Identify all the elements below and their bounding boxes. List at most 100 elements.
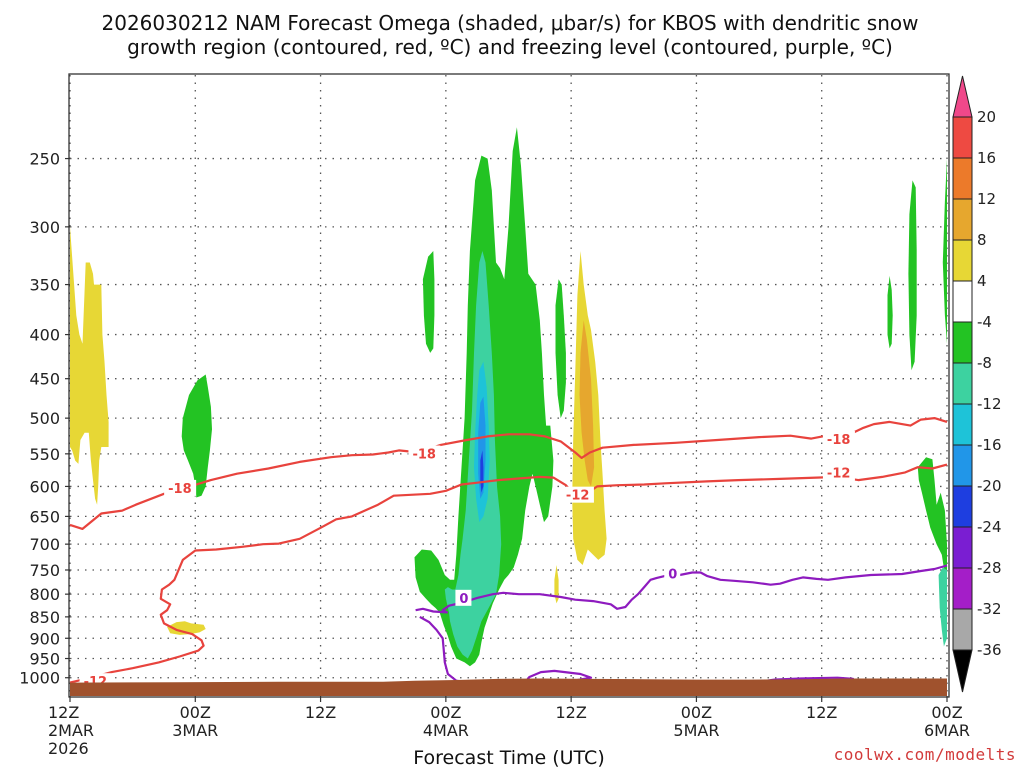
colorbar-seg-3 <box>952 239 973 282</box>
colorbar-seg-12 <box>952 608 973 651</box>
omega-region-11 <box>938 567 947 647</box>
ytick-label-950: 950 <box>29 650 60 669</box>
omega-region-17 <box>554 565 559 604</box>
contour-label-2-0: 0 <box>459 592 468 607</box>
xtick-label-h36-0: 00Z <box>430 703 461 722</box>
colorbar-label-5: -4 <box>977 313 992 331</box>
colorbar-bottom-triangle <box>952 649 973 693</box>
contour-label-1-1: -12 <box>566 489 590 504</box>
xtick-label-h12-0: 00Z <box>180 703 211 722</box>
contour-label-0-0: -18 <box>168 482 192 497</box>
surface-terrain <box>70 678 947 696</box>
contour-label-bg <box>822 464 855 481</box>
ytick-label-500: 500 <box>29 409 60 428</box>
omega-region-10 <box>444 251 502 659</box>
contour-label-0-1: -18 <box>412 448 436 463</box>
contour-1 <box>69 463 948 684</box>
xtick-label-h48-0: 12Z <box>555 703 586 722</box>
colorbar-label-2: 12 <box>977 190 996 208</box>
ytick-label-800: 800 <box>29 585 60 604</box>
omega-region-13 <box>478 396 486 499</box>
colorbar-label-9: -20 <box>977 477 1002 495</box>
ytick-label-300: 300 <box>29 218 60 237</box>
colorbar-seg-9 <box>952 485 973 528</box>
ytick-label-550: 550 <box>29 445 60 464</box>
omega-region-0 <box>70 226 109 505</box>
y-axis-ticks: 250 300 350 400 450 500 550 600 650 700 750 800 850 9… <box>19 150 70 688</box>
colorbar-label-3: 8 <box>977 231 987 249</box>
xtick-label-h72-0: 12Z <box>806 703 837 722</box>
xtick-label-h0-0: 12Z <box>48 703 79 722</box>
colorbar-label-8: -16 <box>977 436 1002 454</box>
colorbar-label-11: -28 <box>977 559 1002 577</box>
xtick-label-h24-0: 12Z <box>305 703 336 722</box>
xtick-label-h0-2: 2026 <box>48 739 89 758</box>
contour-label-bg <box>455 589 472 606</box>
colorbar-seg-7 <box>952 403 973 446</box>
chart-title-line1: 2026030212 NAM Forecast Omega (shaded, μ… <box>102 11 919 35</box>
contour-label-0-2: -18 <box>827 433 851 448</box>
colorbar-label-13: -36 <box>977 641 1002 659</box>
colorbar-seg-11 <box>952 567 973 610</box>
omega-region-1 <box>167 621 206 635</box>
xtick-label-h12-1: 3MAR <box>172 721 218 740</box>
terrain-fill <box>70 678 947 696</box>
credit-text: coolwx.com/modelts <box>834 745 1016 764</box>
colorbar-seg-2 <box>952 198 973 241</box>
ytick-label-600: 600 <box>29 477 60 496</box>
ytick-label-900: 900 <box>29 629 60 648</box>
colorbar-seg-5 <box>952 321 973 364</box>
contour-label-bg <box>561 486 594 503</box>
contour-label-bg <box>664 565 681 582</box>
colorbar-label-12: -32 <box>977 600 1002 618</box>
ytick-label-1000: 1000 <box>19 669 60 688</box>
omega-region-9 <box>917 457 947 575</box>
colorbar-seg-10 <box>952 526 973 569</box>
ytick-label-650: 650 <box>29 507 60 526</box>
colorbar-seg-8 <box>952 444 973 487</box>
omega-region-16 <box>579 320 595 487</box>
ytick-label-450: 450 <box>29 370 60 389</box>
colorbar-seg-6 <box>952 362 973 405</box>
ytick-label-350: 350 <box>29 276 60 295</box>
contour-label-bg <box>408 445 441 462</box>
contour-label-2-1: 0 <box>668 567 677 582</box>
colorbar-seg-4 <box>952 280 973 323</box>
x-axis-label: Forecast Time (UTC) <box>413 747 604 768</box>
contour-label-1-2: -12 <box>827 467 851 482</box>
colorbar-label-4: 4 <box>977 272 987 290</box>
chart-title-line2: growth region (contoured, red, ºC) and f… <box>127 35 893 59</box>
omega-shading <box>70 127 947 667</box>
omega-region-5 <box>555 279 566 419</box>
contour-2 <box>415 564 948 614</box>
xtick-label-h36-1: 4MAR <box>423 721 469 740</box>
colorbar-label-1: 16 <box>977 149 996 167</box>
omega-region-7 <box>908 180 917 371</box>
omega-region-8 <box>942 158 947 344</box>
xtick-label-h84-0: 00Z <box>931 703 962 722</box>
contour-label-bg <box>822 430 855 447</box>
colorbar-label-10: -24 <box>977 518 1002 536</box>
colorbar: 20 16 12 8 4 -4 -8 -12 -16 -20 -24 -28 -32 -36 <box>952 75 1002 693</box>
omega-region-6 <box>887 275 893 349</box>
colorbar-label-6: -8 <box>977 354 992 372</box>
colorbar-seg-0 <box>952 116 973 159</box>
xtick-label-h60-0: 00Z <box>681 703 712 722</box>
ytick-label-850: 850 <box>29 608 60 627</box>
ytick-label-250: 250 <box>29 150 60 169</box>
plot-frame <box>68 73 950 698</box>
colorbar-label-7: -12 <box>977 395 1002 413</box>
omega-region-2 <box>181 374 212 498</box>
ytick-label-400: 400 <box>29 326 60 345</box>
colorbar-seg-1 <box>952 157 973 200</box>
xtick-label-h0-1: 2MAR <box>48 721 94 740</box>
ytick-label-750: 750 <box>29 561 60 580</box>
ytick-label-700: 700 <box>29 535 60 554</box>
xtick-label-h60-1: 5MAR <box>673 721 719 740</box>
xtick-label-h84-1: 6MAR <box>924 721 970 740</box>
omega-region-3 <box>422 251 435 353</box>
contour-label-bg <box>164 479 197 496</box>
colorbar-top-triangle <box>952 75 973 118</box>
